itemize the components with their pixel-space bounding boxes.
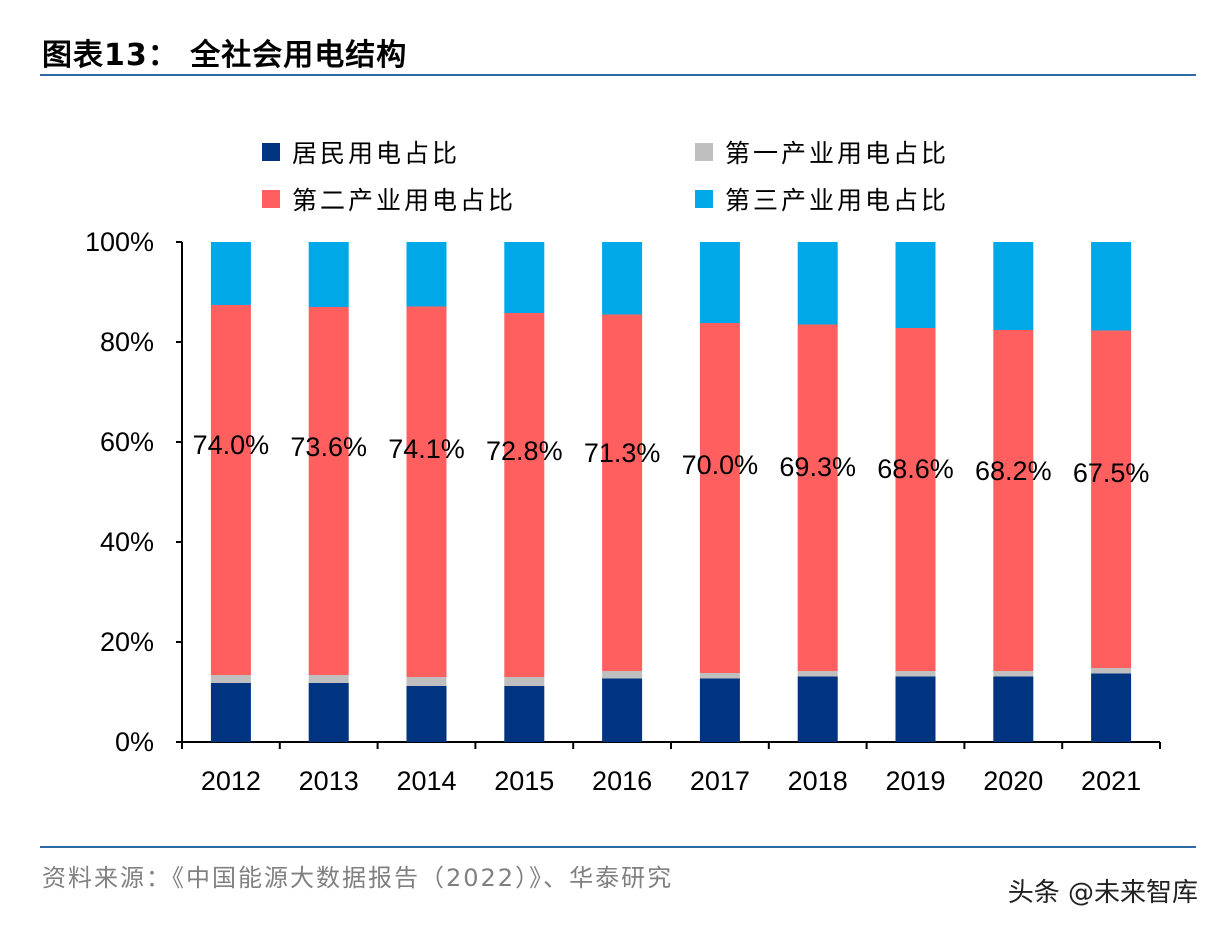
bar-segment-0-2018 [797, 676, 838, 742]
data-label: 67.5% [1073, 458, 1150, 488]
bar-segment-3-2016 [602, 242, 643, 315]
legend-swatch-1 [695, 143, 713, 161]
legend-label: 第二产业用电占比 [292, 186, 516, 215]
legend-swatch-3 [695, 190, 713, 208]
data-label: 68.2% [975, 456, 1052, 486]
data-label: 70.0% [682, 450, 759, 480]
figure-title: 图表13： 全社会用电结构 [42, 38, 408, 73]
y-tick-label: 80% [100, 327, 154, 357]
x-tick-label: 2017 [690, 766, 750, 796]
bar-segment-0-2020 [993, 676, 1034, 742]
bar-segment-3-2021 [1091, 242, 1132, 331]
x-tick-label: 2016 [592, 766, 652, 796]
bar-segment-2-2020 [993, 330, 1034, 671]
x-tick-label: 2021 [1081, 766, 1141, 796]
bar-segment-3-2018 [797, 242, 838, 325]
legend-label: 第三产业用电占比 [725, 186, 949, 215]
bar-segment-3-2015 [504, 242, 545, 313]
bar-segment-2-2015 [504, 313, 545, 677]
bar-segment-0-2013 [308, 683, 349, 742]
legend-swatch-0 [262, 143, 280, 161]
bar-segment-1-2020 [993, 671, 1034, 677]
bar-segment-0-2014 [406, 686, 447, 742]
bar-segment-0-2016 [602, 678, 643, 742]
watermark: 头条 @未来智库 [1007, 878, 1198, 908]
bar-segment-3-2012 [210, 242, 251, 305]
y-tick-label: 60% [100, 427, 154, 457]
bar-segment-3-2017 [699, 242, 740, 323]
bar-segment-1-2013 [308, 675, 349, 683]
bar-segment-1-2012 [210, 675, 251, 683]
data-label: 71.3% [584, 438, 661, 468]
legend-swatch-2 [262, 190, 280, 208]
bar-segment-0-2019 [895, 676, 936, 742]
data-label: 74.0% [193, 430, 270, 460]
data-label: 74.1% [388, 434, 465, 464]
bar-segment-2-2017 [699, 323, 740, 673]
bar-segment-3-2020 [993, 242, 1034, 330]
bar-segment-2-2016 [602, 314, 643, 671]
bar-segment-1-2021 [1091, 668, 1132, 674]
source-note: 资料来源：《中国能源大数据报告（2022）》、华泰研究 [42, 864, 674, 892]
bar-segment-2-2019 [895, 328, 936, 671]
bar-segment-1-2017 [699, 673, 740, 679]
bar-segment-1-2016 [602, 671, 643, 679]
x-tick-label: 2018 [788, 766, 848, 796]
y-tick-label: 0% [115, 727, 154, 757]
source-rule [40, 846, 1196, 848]
x-tick-label: 2012 [201, 766, 261, 796]
data-label: 69.3% [779, 452, 856, 482]
bar-segment-0-2012 [210, 683, 251, 742]
data-label: 72.8% [486, 436, 563, 466]
bar-segment-3-2019 [895, 242, 936, 328]
x-tick-label: 2020 [983, 766, 1043, 796]
bar-segment-0-2015 [504, 686, 545, 742]
bar-segment-1-2014 [406, 677, 447, 686]
bar-segment-2-2018 [797, 324, 838, 671]
bar-segment-2-2021 [1091, 330, 1132, 668]
bar-segment-2-2013 [308, 307, 349, 675]
bar-segment-2-2012 [210, 305, 251, 675]
x-tick-label: 2019 [885, 766, 945, 796]
data-label: 73.6% [290, 432, 367, 462]
bar-segment-1-2018 [797, 671, 838, 677]
bar-segment-0-2017 [699, 678, 740, 742]
x-tick-label: 2015 [494, 766, 554, 796]
bar-segment-1-2019 [895, 671, 936, 677]
bar-segment-3-2013 [308, 242, 349, 307]
y-tick-label: 40% [100, 527, 154, 557]
bar-segment-3-2014 [406, 242, 447, 307]
x-tick-label: 2014 [396, 766, 456, 796]
data-label: 68.6% [877, 454, 954, 484]
title-rule [40, 74, 1196, 76]
bar-segment-2-2014 [406, 306, 447, 677]
bar-segment-1-2015 [504, 677, 545, 686]
legend-label: 居民用电占比 [292, 139, 460, 168]
y-tick-label: 20% [100, 627, 154, 657]
legend-label: 第一产业用电占比 [725, 139, 949, 168]
bar-segment-0-2021 [1091, 673, 1132, 742]
x-tick-label: 2013 [299, 766, 359, 796]
y-tick-label: 100% [85, 227, 154, 257]
